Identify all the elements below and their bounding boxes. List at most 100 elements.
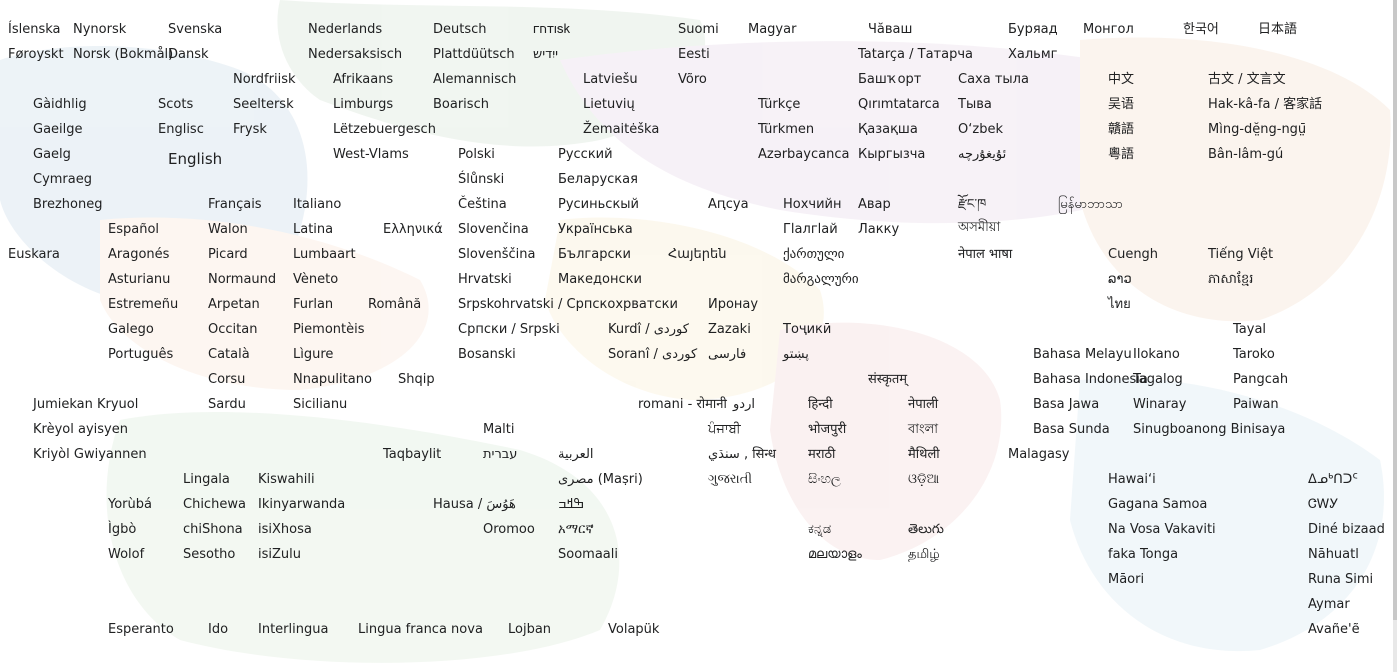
language-link[interactable]: Nedersaksisch — [308, 47, 402, 63]
language-link[interactable]: Lìgure — [293, 347, 333, 363]
language-link[interactable]: မြန်မာဘာသာ — [1058, 197, 1123, 213]
language-link[interactable]: Монгол — [1083, 22, 1134, 38]
language-link[interactable]: Беларуская — [558, 172, 638, 188]
language-link[interactable]: Sardu — [208, 397, 246, 413]
language-link[interactable]: Lingua franca nova — [358, 622, 483, 638]
language-link[interactable]: Nederlands — [308, 22, 382, 38]
language-link[interactable]: עברית — [483, 447, 517, 463]
language-link[interactable]: Čeština — [458, 197, 507, 213]
language-link[interactable]: አማርኛ — [558, 522, 594, 538]
language-link[interactable]: Gagana Samoa — [1108, 497, 1207, 513]
language-link[interactable]: Italiano — [293, 197, 341, 213]
language-link[interactable]: Basa Jawa — [1033, 397, 1099, 413]
language-link[interactable]: Frysk — [233, 122, 267, 138]
language-link[interactable]: Bahasa Indonesia — [1033, 372, 1148, 388]
language-link[interactable]: 日本語 — [1258, 22, 1297, 38]
language-link[interactable]: മലയാളം — [808, 547, 862, 563]
language-link[interactable]: Vèneto — [293, 272, 338, 288]
language-link[interactable]: Arpetan — [208, 297, 260, 313]
language-link[interactable]: العربية — [558, 447, 594, 463]
language-link[interactable]: Башҡорт — [858, 72, 921, 88]
language-link[interactable]: Українська — [558, 222, 633, 238]
language-link[interactable]: Română — [368, 297, 421, 313]
language-link[interactable]: 한국어 — [1183, 22, 1219, 38]
language-link[interactable]: Кыргызча — [858, 147, 925, 163]
language-link[interactable]: Scots — [158, 97, 193, 113]
language-link[interactable]: Eesti — [678, 47, 710, 63]
language-link[interactable]: Taqbaylit — [383, 447, 441, 463]
language-link[interactable]: Русский — [558, 147, 613, 163]
language-link[interactable]: Sinugboanong Binisaya — [1133, 422, 1285, 438]
language-link[interactable]: Nordfriisk — [233, 72, 296, 88]
language-link[interactable]: Boarisch — [433, 97, 489, 113]
language-link[interactable]: Euskara — [8, 247, 60, 263]
language-link[interactable]: संस्कृतम् — [868, 372, 907, 388]
language-link[interactable]: Aragonés — [108, 247, 169, 263]
language-link[interactable]: मैथिली — [908, 447, 940, 463]
language-link[interactable]: Asturianu — [108, 272, 170, 288]
language-link[interactable]: ไทย — [1108, 297, 1131, 313]
language-link[interactable]: Bahasa Melayu — [1033, 347, 1132, 363]
language-link[interactable]: West-Vlams — [333, 147, 409, 163]
language-link[interactable]: Norsk (Bokmål) — [73, 47, 173, 63]
language-link[interactable]: भोजपुरी — [808, 422, 846, 438]
language-link[interactable]: Picard — [208, 247, 248, 263]
language-link[interactable]: Walon — [208, 222, 248, 238]
language-link[interactable]: Zazaki — [708, 322, 751, 338]
language-link[interactable]: Cuengh — [1108, 247, 1158, 263]
language-link[interactable]: Русиньскый — [558, 197, 639, 213]
language-link[interactable]: Wolof — [108, 547, 144, 563]
language-link[interactable]: ᏣᎳᎩ — [1308, 497, 1338, 513]
language-link[interactable]: Soranî / کوردی — [608, 347, 697, 363]
language-link[interactable]: Српски / Srpski — [458, 322, 560, 338]
language-link[interactable]: Latviešu — [583, 72, 638, 88]
language-link[interactable]: ߒߞߏ — [558, 497, 584, 513]
language-link[interactable]: Hak-kâ-fa / 客家話 — [1208, 97, 1322, 113]
language-link[interactable]: Ilokano — [1133, 347, 1180, 363]
language-link[interactable]: Deutsch — [433, 22, 487, 38]
language-link[interactable]: Тоҷикӣ — [783, 322, 831, 338]
language-link[interactable]: faka Tonga — [1108, 547, 1178, 563]
language-link[interactable]: Galego — [108, 322, 154, 338]
language-link[interactable]: Pangcah — [1233, 372, 1288, 388]
language-link[interactable]: Português — [108, 347, 173, 363]
language-link[interactable]: Limburgs — [333, 97, 393, 113]
language-link[interactable]: Лакку — [858, 222, 899, 238]
language-link[interactable]: Polski — [458, 147, 495, 163]
language-link[interactable]: Magyar — [748, 22, 796, 38]
language-link[interactable]: მარგალური — [783, 272, 859, 288]
language-link[interactable]: Kiswahili — [258, 472, 315, 488]
language-link[interactable]: Lumbaart — [293, 247, 356, 263]
language-link[interactable]: ગુજરાતી — [708, 472, 752, 488]
language-link[interactable]: Lojban — [508, 622, 551, 638]
language-link[interactable]: ייִדיש — [533, 47, 558, 63]
language-link[interactable]: Krèyol ayisyen — [33, 422, 128, 438]
language-link[interactable]: Հայերեն — [668, 247, 726, 263]
language-link[interactable]: Gaelg — [33, 147, 71, 163]
language-link[interactable]: རྫོང་ཁ — [958, 197, 986, 213]
language-link[interactable]: Lëtzebuergesch — [333, 122, 436, 138]
language-link[interactable]: Нохчийн — [783, 197, 842, 213]
language-link[interactable]: Ìgbò — [108, 522, 136, 538]
language-link[interactable]: Ido — [208, 622, 228, 638]
language-link[interactable]: Ελληνικά — [383, 222, 443, 238]
language-link[interactable]: Gàidhlig — [33, 97, 87, 113]
language-link[interactable]: ئۇيغۇرچە — [958, 147, 1006, 163]
language-link[interactable]: isiZulu — [258, 547, 301, 563]
language-link[interactable]: Français — [208, 197, 262, 213]
language-link[interactable]: Interlingua — [258, 622, 328, 638]
language-link[interactable]: مصرى (Maṣri) — [558, 472, 643, 488]
language-link[interactable]: Gaeilge — [33, 122, 83, 138]
language-link[interactable]: O‘zbek — [958, 122, 1003, 138]
language-link[interactable]: తెలుగు — [908, 522, 944, 538]
language-link[interactable]: Bân-lâm-gú — [1208, 147, 1283, 163]
language-link[interactable]: অসমীয়া — [958, 220, 1000, 236]
language-link[interactable]: Avañe'ẽ — [1308, 622, 1360, 638]
scrollbar-thumb[interactable] — [1393, 0, 1397, 620]
language-link[interactable]: Иронау — [708, 297, 758, 313]
language-link[interactable]: Afrikaans — [333, 72, 393, 88]
language-link[interactable]: Malagasy — [1008, 447, 1069, 463]
language-link[interactable]: Hawaiʻi — [1108, 472, 1156, 488]
language-link[interactable]: Kurdî / كوردی — [608, 322, 689, 338]
language-link[interactable]: Hausa / هَوُسَ — [433, 497, 516, 513]
